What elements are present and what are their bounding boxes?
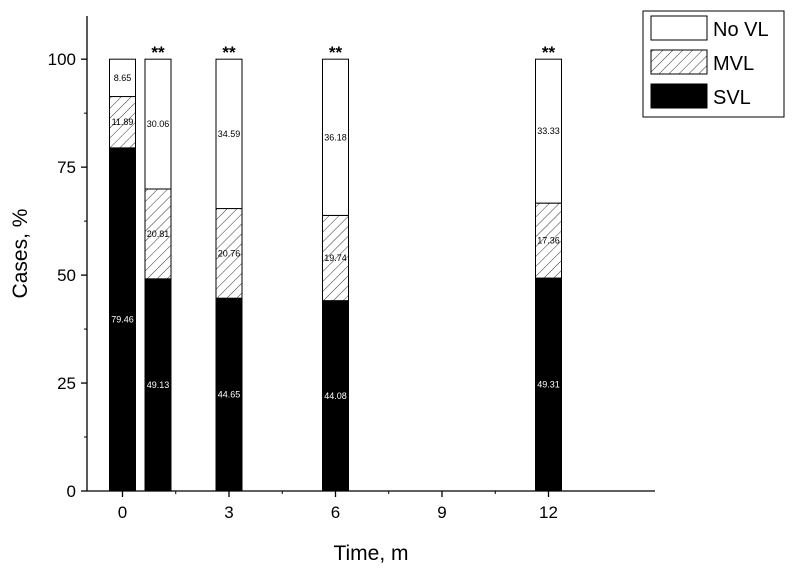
legend-label-mvl: MVL	[713, 53, 754, 75]
legend-swatch-svl	[650, 83, 708, 109]
bar-no-vl-4	[535, 58, 562, 204]
bars-group: 79.46 11.89 8.65 49.13 20.81 30.06 ** 44.65 20.7…	[109, 43, 562, 492]
data-label-svl-3: 44.08	[324, 391, 347, 401]
data-label-svl-1: 49.13	[147, 380, 170, 390]
bar-mvl-3	[322, 214, 349, 302]
legend-swatch-no-vl	[650, 15, 708, 41]
legend-swatch-mvl	[650, 49, 708, 75]
legend-label-svl: SVL	[713, 87, 751, 109]
bar-mvl-2	[215, 208, 243, 299]
data-label-svl-4: 49.31	[537, 380, 560, 390]
x-tick-label-4: 12	[539, 503, 558, 522]
bar-mvl-0	[109, 96, 136, 149]
bar-svl-0	[109, 147, 136, 492]
x-tick-label-1: 3	[224, 503, 233, 522]
significance-mark-2: **	[222, 43, 236, 62]
significance-mark-1: **	[151, 43, 165, 62]
data-label-mvl-1: 20.81	[147, 229, 170, 239]
y-tick-label-4: 100	[48, 50, 76, 69]
data-label-mvl-4: 17.36	[537, 236, 560, 246]
x-axis-title: Time, m	[333, 542, 408, 565]
data-label-mvl-3: 19.74	[324, 253, 347, 263]
x-tick-label-2: 6	[331, 503, 340, 522]
legend-label-no-vl: No VL	[713, 19, 769, 41]
data-label-no-vl-4: 33.33	[537, 126, 560, 136]
legend: No VL MVL SVL	[642, 10, 785, 118]
bar-no-vl-0	[109, 58, 136, 98]
significance-mark-4: **	[542, 43, 556, 62]
x-tick-label-3: 9	[437, 503, 446, 522]
bar-no-vl-1	[144, 58, 172, 190]
data-label-svl-0: 79.46	[111, 314, 134, 324]
data-label-no-vl-3: 36.18	[324, 132, 347, 142]
data-label-no-vl-2: 34.59	[218, 129, 241, 139]
y-tick-label-3: 75	[57, 158, 76, 177]
bar-no-vl-3	[322, 58, 349, 216]
bar-mvl-1	[144, 188, 172, 280]
bar-svl-3	[322, 300, 349, 492]
data-label-mvl-2: 20.76	[218, 248, 241, 258]
y-tick-label-1: 25	[57, 374, 76, 393]
significance-mark-3: **	[329, 43, 343, 62]
data-label-no-vl-0: 8.65	[114, 73, 132, 83]
data-label-no-vl-1: 30.06	[147, 119, 170, 129]
data-label-svl-2: 44.65	[218, 390, 241, 400]
y-axis-title: Cases, %	[9, 209, 32, 299]
x-tick-label-0: 0	[118, 503, 127, 522]
axes-group: 0 25 50 75 100 0 3 6 9 12 Time, m Cases, %	[9, 16, 655, 565]
bar-no-vl-2	[215, 58, 243, 210]
data-label-mvl-0: 11.89	[112, 117, 134, 127]
y-tick-label-0: 0	[67, 482, 76, 501]
bar-svl-1	[144, 278, 172, 492]
y-tick-label-2: 50	[57, 266, 76, 285]
